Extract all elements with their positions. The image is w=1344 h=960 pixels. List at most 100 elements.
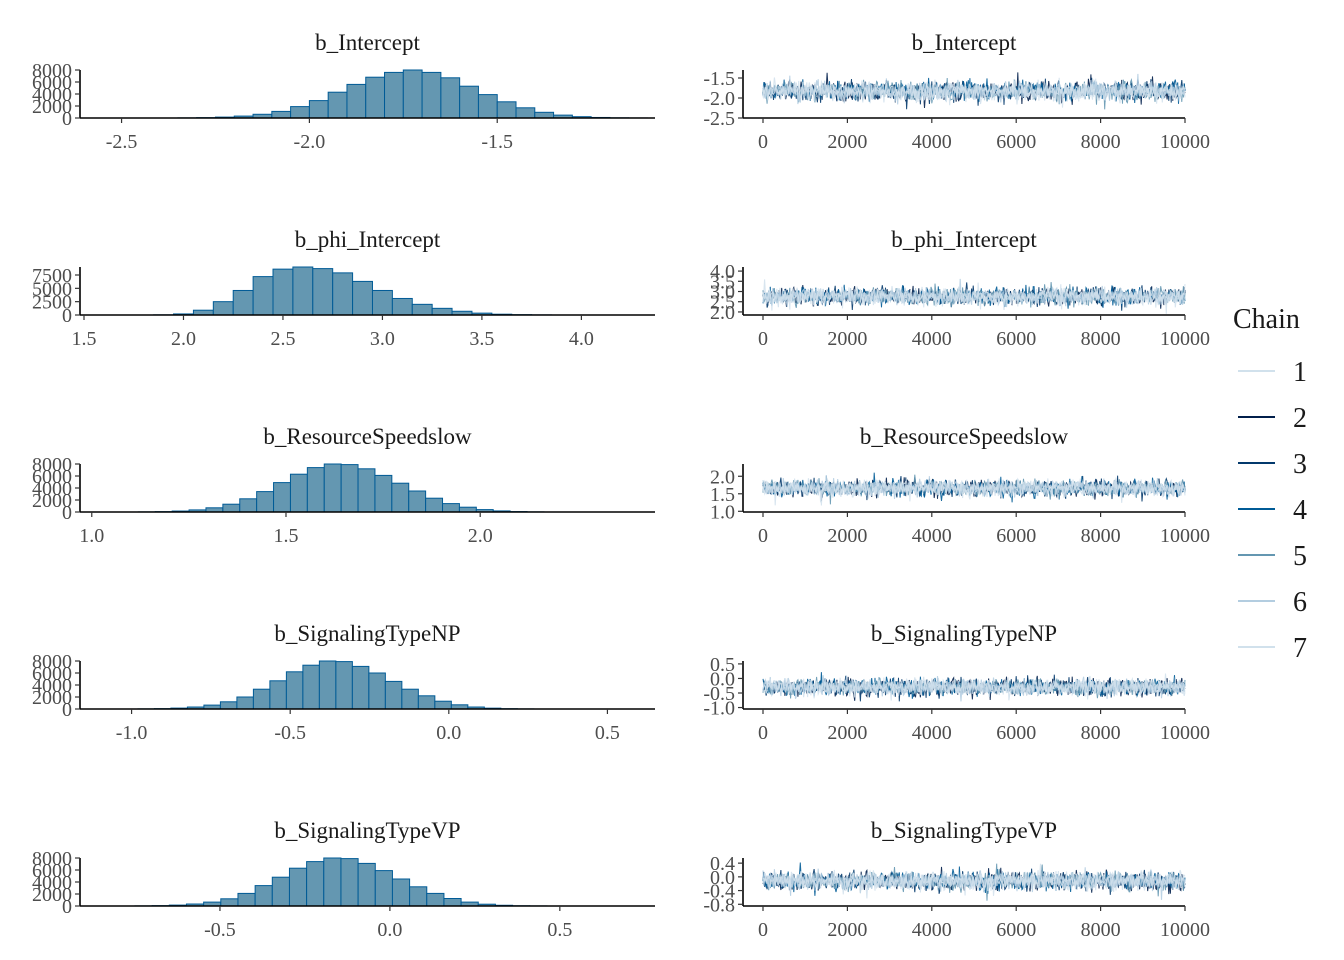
legend-label: 5	[1293, 541, 1307, 572]
x-tick-label: -1.0	[116, 722, 148, 744]
histogram-bar	[323, 463, 342, 513]
histogram-bar	[340, 464, 359, 513]
x-tick-label: 8000	[1081, 919, 1121, 941]
histogram-bar	[391, 878, 411, 907]
y-tick-label: 0	[62, 502, 72, 524]
histogram-bar	[391, 297, 413, 316]
y-tick-label: 4000	[32, 675, 72, 697]
y-tick-label: 0	[62, 108, 72, 130]
x-tick-label: 10000	[1160, 722, 1210, 744]
y-tick-label: 2000	[32, 687, 72, 709]
x-tick-label: 1.5	[72, 328, 97, 350]
x-tick-label: 10000	[1160, 919, 1210, 941]
y-tick-label: 7500	[32, 265, 72, 287]
x-tick-label: 0	[758, 919, 768, 941]
x-tick-label: 6000	[996, 525, 1036, 547]
y-tick-label: -0.8	[703, 894, 735, 916]
legend-entry-6: 6	[1238, 587, 1307, 618]
histogram-bar	[421, 71, 442, 119]
x-tick-label: 2.0	[468, 525, 493, 547]
chain-legend: Chain 1 2 3 4 5 6 7	[1233, 304, 1307, 664]
axes: 0 2000 4000 6000 8000 10000 -1.0-0.50.00.5	[703, 654, 1210, 744]
legend-label: 2	[1293, 403, 1307, 434]
x-tick-label: -0.5	[204, 919, 236, 941]
histogram-bar	[236, 696, 254, 710]
y-tick-label: 2.5	[710, 292, 735, 314]
y-tick-label: -0.4	[703, 881, 735, 903]
x-tick-label: 4000	[912, 525, 952, 547]
y-tick-label: 1.0	[710, 501, 735, 523]
y-tick-label: 1.5	[710, 484, 735, 506]
histogram-bar	[212, 301, 234, 316]
y-tick-label: 4.0	[710, 261, 735, 283]
histogram-bar	[306, 861, 325, 907]
legend-label: 4	[1293, 495, 1307, 526]
trace-chain-7	[762, 284, 1186, 310]
histogram-bar	[357, 862, 376, 907]
histogram-bar	[409, 886, 428, 907]
y-tick-label: 2.0	[710, 302, 735, 324]
histogram-bar	[323, 857, 342, 907]
trace-lines	[762, 672, 1186, 702]
panels: b_Intercept-2.5 -2.0 -1.502000400060008000…	[32, 30, 1210, 941]
legend-title: Chain	[1233, 304, 1300, 335]
panel-histogram-4: b_SignalingTypeNP -1.0 -0.5 0.0 0.5 020004000…	[32, 621, 655, 744]
axes: 0 2000 4000 6000 8000 10000 -2.5-2.0-1.5	[703, 68, 1210, 153]
axes: 0 2000 4000 6000 8000 10000 1.01.52.0	[710, 464, 1210, 547]
x-tick-label: 6000	[996, 722, 1036, 744]
x-tick-label: 0.0	[436, 722, 461, 744]
histogram-bar	[256, 491, 275, 513]
x-tick-label: 6000	[996, 131, 1036, 153]
histogram-bar	[357, 468, 376, 513]
histogram-bar	[496, 101, 517, 119]
y-tick-label: 8000	[32, 848, 72, 870]
histogram-bar	[534, 111, 555, 119]
x-tick-label: 6000	[996, 919, 1036, 941]
x-tick-label: 8000	[1081, 722, 1121, 744]
histogram-bar	[425, 497, 444, 513]
histogram-bar	[239, 498, 258, 513]
y-tick-label: -0.5	[703, 683, 735, 705]
panel-trace-1: b_Intercept 0 2000 4000 6000 8000 10000 -2.5-2.…	[703, 30, 1210, 153]
x-tick-label: 3.5	[469, 328, 494, 350]
panel-histogram-5: b_SignalingTypeVP -0.5 0.0 0.5 0200040006000…	[32, 818, 655, 941]
trace-lines	[762, 862, 1186, 901]
histogram-bar	[374, 870, 393, 907]
legend-entry-1: 1	[1238, 357, 1307, 388]
y-tick-label: 6000	[32, 466, 72, 488]
y-tick-label: 2000	[32, 490, 72, 512]
panel-trace-5: b_SignalingTypeVP 0 2000 4000 6000 8000 10000 -…	[703, 818, 1210, 941]
x-tick-label: 0	[758, 722, 768, 744]
y-tick-label: 4000	[32, 478, 72, 500]
x-tick-label: 2000	[827, 722, 867, 744]
panel-title: b_phi_Intercept	[891, 227, 1037, 252]
histogram-bar	[254, 885, 273, 907]
legend-entry-3: 3	[1238, 449, 1307, 480]
x-tick-label: 8000	[1081, 131, 1121, 153]
legend-entry-7: 7	[1238, 633, 1307, 664]
y-tick-label: 5000	[32, 278, 72, 300]
panel-title: b_Intercept	[912, 30, 1017, 55]
histogram-bar	[434, 700, 452, 710]
x-tick-label: 4000	[912, 328, 952, 350]
panel-title: b_SignalingTypeVP	[871, 818, 1057, 843]
x-tick-label: 2000	[827, 919, 867, 941]
histogram-bar	[431, 307, 453, 316]
legend-entry-5: 5	[1238, 541, 1307, 572]
x-tick-label: 4000	[912, 919, 952, 941]
histogram-bars	[134, 857, 548, 907]
histogram-bar	[391, 482, 410, 513]
legend-label: 3	[1293, 449, 1307, 480]
axes: 0 2000 4000 6000 8000 10000 2.02.53.03.54.0	[710, 261, 1210, 350]
axes: 0 2000 4000 6000 8000 10000 -0.8-0.40.00.4	[703, 853, 1210, 941]
y-tick-label: -1.0	[703, 698, 735, 720]
x-tick-label: 6000	[996, 328, 1036, 350]
histogram-bar	[271, 876, 290, 907]
x-tick-label: 0	[758, 131, 768, 153]
histogram-bars	[177, 69, 648, 119]
x-tick-label: 4.0	[569, 328, 594, 350]
y-tick-label: 6000	[32, 663, 72, 685]
